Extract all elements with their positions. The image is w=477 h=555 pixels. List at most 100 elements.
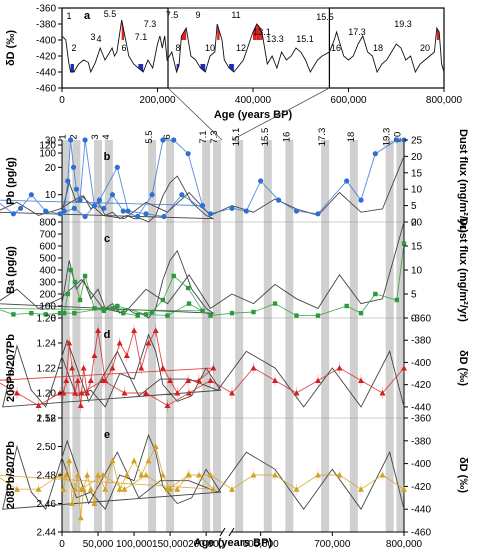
data-point-b — [10, 211, 17, 217]
data-point-b — [96, 197, 103, 203]
data-point-e — [229, 486, 235, 492]
primary-line-d — [0, 329, 405, 407]
data-point-b — [243, 208, 249, 214]
data-point-c — [251, 309, 256, 315]
y-axis-label-c: Ba (pg/g) — [5, 246, 17, 294]
data-point-b — [71, 205, 77, 211]
band-label-17.3: 17.3 — [317, 128, 328, 147]
data-point-d — [186, 390, 192, 396]
y-tick-label: 1.26 — [37, 314, 57, 325]
data-point-c — [373, 291, 378, 297]
y-tick-label: 10 — [45, 190, 57, 201]
x-tick-label: 100,000 — [116, 539, 153, 550]
data-point-d — [74, 377, 81, 383]
data-point-b — [143, 211, 149, 217]
panel-letter-b: b — [104, 151, 111, 163]
panel-d: 1.18 1.20 1.22 1.24 1.26 -360 -380 -400 -420 -440… — [0, 314, 469, 425]
cold-fill — [70, 64, 74, 72]
data-point-e — [210, 486, 217, 492]
data-point-d — [401, 365, 407, 371]
axis-break-mark — [219, 527, 226, 537]
data-point-c — [160, 297, 166, 303]
data-point-c — [143, 312, 149, 317]
y2-tick-label: 20 — [411, 218, 423, 229]
data-point-c — [358, 311, 364, 316]
stage-label-a: 12 — [236, 43, 246, 53]
data-point-e — [14, 486, 20, 492]
y2-axis-label-c: Dust flux (mg/m²/yr) — [457, 218, 469, 322]
data-point-e — [293, 486, 300, 492]
dD-line-a — [61, 19, 445, 74]
y2-tick-label: 20 — [411, 152, 423, 163]
data-point-e — [60, 486, 67, 492]
y-tick-label: 2.50 — [37, 442, 57, 453]
stage-label-a: 18 — [373, 43, 383, 53]
band-label-7.3: 7.3 — [209, 130, 220, 143]
y-tick-label-a: -360 — [36, 4, 56, 15]
y-tick-label: 700 — [39, 230, 56, 241]
data-point-c — [165, 313, 170, 318]
data-point-e — [250, 472, 257, 478]
y-tick-label-a: -400 — [36, 36, 56, 47]
data-point-d — [91, 352, 98, 358]
data-point-b — [65, 178, 71, 184]
zoom-box-left — [61, 7, 169, 89]
stage-label-a: 13.1 — [253, 27, 271, 37]
band-label-18: 18 — [346, 132, 357, 143]
data-point-b — [207, 211, 214, 217]
data-point-e — [315, 472, 321, 478]
data-point-e — [358, 486, 364, 492]
panel-a-frame — [61, 7, 445, 89]
data-point-e — [100, 472, 106, 478]
data-point-d — [358, 377, 364, 383]
cold-fill — [200, 64, 206, 72]
data-point-e — [102, 486, 109, 492]
data-point-e — [207, 472, 214, 478]
data-point-c — [82, 273, 88, 279]
band-2 — [72, 140, 81, 532]
data-point-e — [35, 486, 42, 492]
panel-letter-a: a — [84, 10, 91, 22]
y2-tick-label: 0 — [411, 218, 417, 229]
data-point-e — [174, 486, 181, 492]
y-tick-label: 120 — [39, 141, 56, 152]
y-tick-label: 1.22 — [37, 364, 57, 375]
data-point-d — [123, 352, 130, 358]
band-19.3 — [385, 140, 394, 532]
y-tick-label-a: -380 — [36, 20, 56, 31]
data-point-b — [160, 137, 166, 143]
stage-label-a: 7.1 — [135, 32, 148, 42]
y-tick-label: 300 — [39, 278, 56, 289]
band-label-2: 2 — [68, 134, 79, 139]
data-point-e — [123, 472, 130, 478]
data-point-b — [70, 164, 77, 170]
x-tick-label: 150,000 — [152, 539, 189, 550]
data-point-c — [229, 311, 235, 316]
x-tick-label: 50,000 — [83, 539, 114, 550]
data-point-e — [143, 472, 149, 478]
y2-axis-label-b: Dust flux (mg/m²/yr) — [457, 129, 469, 233]
band-15.5 — [263, 140, 272, 532]
data-point-e — [164, 486, 171, 492]
stage-label-a: 20 — [420, 43, 430, 53]
y2-tick-label: -440 — [411, 402, 431, 413]
y2-tick-label: 25 — [411, 136, 423, 147]
y-tick-label: 0 — [50, 314, 56, 325]
data-point-b — [68, 137, 74, 143]
band-label-15.5: 15.5 — [260, 128, 271, 147]
data-point-d — [87, 377, 94, 383]
data-point-b — [185, 151, 191, 157]
data-point-d — [250, 365, 257, 371]
x-tick-label-a: 400,000 — [235, 95, 272, 106]
x-tick-label: 200,000 — [188, 539, 225, 550]
x-tick-label-a: 600,000 — [330, 95, 367, 106]
data-point-c — [72, 311, 77, 316]
band-1 — [61, 140, 70, 532]
band-label-7.1: 7.1 — [198, 130, 209, 143]
data-point-e — [336, 472, 343, 478]
data-point-b — [372, 151, 378, 157]
